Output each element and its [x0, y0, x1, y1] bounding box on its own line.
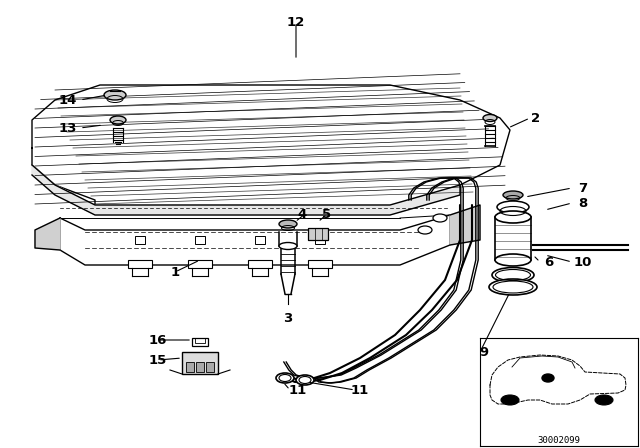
Ellipse shape [276, 373, 294, 383]
Ellipse shape [489, 279, 537, 295]
Ellipse shape [296, 375, 314, 385]
Ellipse shape [433, 214, 447, 222]
Text: 7: 7 [579, 181, 588, 194]
Bar [128, 260, 152, 268]
Text: 6: 6 [545, 255, 554, 268]
Text: 2: 2 [531, 112, 541, 125]
Text: 4: 4 [298, 207, 307, 220]
Ellipse shape [104, 90, 126, 100]
Text: 1: 1 [170, 266, 180, 279]
Text: 5: 5 [323, 207, 332, 220]
Ellipse shape [492, 267, 534, 283]
Ellipse shape [503, 191, 523, 199]
Text: 30002099: 30002099 [538, 435, 580, 444]
Text: 3: 3 [284, 311, 292, 324]
Text: 12: 12 [287, 16, 305, 29]
Ellipse shape [110, 116, 126, 124]
Polygon shape [32, 85, 510, 210]
Bar [206, 362, 214, 372]
Bar [255, 236, 265, 244]
Text: 11: 11 [289, 383, 307, 396]
Text: 15: 15 [149, 353, 167, 366]
Bar [182, 352, 218, 374]
Ellipse shape [279, 242, 297, 250]
Polygon shape [35, 218, 60, 250]
Ellipse shape [495, 211, 531, 223]
Ellipse shape [279, 220, 297, 228]
Bar [192, 338, 208, 346]
Bar [195, 236, 205, 244]
Bar [308, 260, 332, 268]
Ellipse shape [483, 115, 497, 121]
Bar [315, 236, 325, 244]
Bar [308, 228, 328, 240]
Text: 10: 10 [574, 255, 592, 268]
Ellipse shape [418, 226, 432, 234]
Ellipse shape [595, 395, 613, 405]
Bar [195, 338, 205, 343]
Polygon shape [32, 165, 460, 215]
Bar [196, 362, 204, 372]
Text: 14: 14 [59, 94, 77, 107]
Bar [248, 260, 272, 268]
Text: 8: 8 [579, 197, 588, 210]
Ellipse shape [542, 374, 554, 382]
Bar [186, 362, 194, 372]
Ellipse shape [497, 201, 529, 213]
Text: 9: 9 [479, 345, 488, 358]
Polygon shape [60, 215, 450, 265]
Polygon shape [450, 205, 480, 245]
Ellipse shape [495, 254, 531, 266]
Ellipse shape [501, 395, 519, 405]
Text: 11: 11 [351, 383, 369, 396]
Text: 16: 16 [149, 333, 167, 346]
Text: 13: 13 [59, 121, 77, 134]
Bar [135, 236, 145, 244]
Bar [188, 260, 212, 268]
